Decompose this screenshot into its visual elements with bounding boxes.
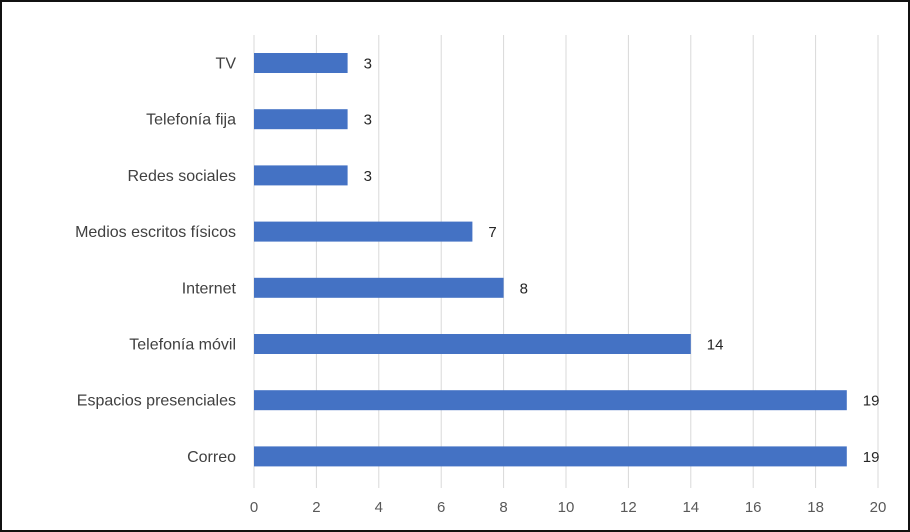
category-label: TV	[216, 56, 237, 73]
category-labels: TV Telefonía fija Redes sociales Medios esc…	[75, 56, 236, 466]
category-label: Espacios presenciales	[77, 393, 236, 410]
x-tick-label: 20	[870, 499, 887, 516]
data-label: 8	[520, 280, 528, 297]
bar	[254, 334, 691, 354]
x-tick-label: 0	[250, 499, 258, 516]
bar	[254, 165, 348, 186]
x-tick-label: 14	[682, 499, 699, 516]
x-tick-label: 6	[437, 499, 445, 516]
bar	[254, 109, 348, 130]
bar	[254, 390, 847, 411]
category-label: Correo	[187, 449, 236, 466]
gridlines	[253, 35, 879, 488]
category-label: Medios escritos físicos	[75, 224, 236, 241]
bar	[254, 446, 847, 467]
bar	[254, 221, 473, 242]
data-label: 3	[364, 56, 372, 73]
data-labels: 3 3 3 7 8 14 19 19	[364, 56, 880, 466]
category-label: Telefonía móvil	[129, 337, 236, 354]
category-label: Internet	[182, 280, 237, 297]
bar	[254, 53, 348, 73]
data-label: 19	[863, 449, 880, 466]
data-label: 14	[707, 337, 724, 354]
x-tick-label: 12	[620, 499, 637, 516]
x-tick-label: 8	[499, 499, 507, 516]
x-tick-label: 18	[807, 499, 824, 516]
x-tick-label: 2	[312, 499, 320, 516]
bars	[254, 53, 847, 467]
data-label: 19	[863, 393, 880, 410]
x-tick-label: 10	[558, 499, 575, 516]
x-tick-label: 4	[375, 499, 383, 516]
category-label: Telefonía fija	[146, 112, 236, 129]
bar	[254, 277, 504, 298]
data-label: 7	[488, 224, 496, 241]
x-axis-tick-labels: 0 2 4 6 8 10 12 14 16 18 20	[250, 499, 887, 516]
category-label: Redes sociales	[128, 168, 237, 185]
x-tick-label: 16	[745, 499, 762, 516]
data-label: 3	[364, 112, 372, 129]
data-label: 3	[364, 168, 372, 185]
